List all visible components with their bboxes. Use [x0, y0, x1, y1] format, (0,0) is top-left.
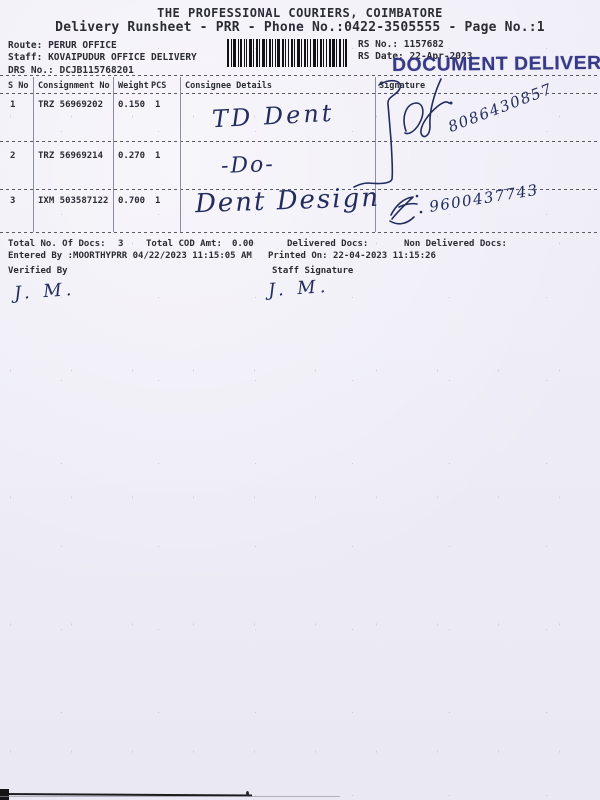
rs-number-label: RS No.: [358, 39, 399, 50]
row3-phone-handwriting: 9600437743 [428, 180, 540, 216]
col-header-consignee: Consignee Details [185, 81, 272, 91]
row3-s-no: 3 [10, 196, 16, 206]
row1-phone-handwriting: 8086430857 [445, 79, 556, 136]
staff-value: KOVAIPUDUR OFFICE DELIVERY [48, 52, 197, 63]
row3-signature-dot [419, 210, 423, 214]
total-docs-value: 3 [118, 239, 124, 249]
drs-number-value: DCJB115768201 [59, 65, 134, 76]
rs-date-line: RS Date: 22-Apr-2023 [358, 51, 472, 62]
row1-pcs: 1 [155, 100, 161, 110]
divider [0, 93, 600, 95]
company-title: THE PROFESSIONAL COURIERS, COIMBATORE [157, 6, 443, 20]
cod-amount-value: 0.00 [232, 239, 254, 249]
scan-corner-artifact [0, 789, 9, 800]
divider [0, 75, 600, 77]
drs-line: DRS No.: DCJB115768201 [8, 65, 134, 76]
col-header-s-no: S No [8, 81, 29, 91]
rs-number-line: RS No.: 1157682 [358, 39, 444, 50]
non-delivered-docs-label: Non Delivered Docs: [404, 239, 507, 249]
column-line [180, 77, 181, 232]
row3-signature-dot [415, 194, 419, 198]
barcode [227, 39, 347, 67]
row2-s-no: 2 [10, 151, 16, 161]
verified-by-initials-handwriting: J. M. [13, 278, 77, 305]
route-label: Route: [8, 40, 43, 51]
document-delivery-stamp: DOCUMENT DELIVERY [392, 52, 600, 76]
row1-weight: 0.150 [118, 100, 146, 110]
runsheet-subtitle: Delivery Runsheet - PRR - Phone No.:0422… [55, 20, 545, 35]
row3-weight: 0.700 [118, 196, 146, 206]
col-header-signature: Signature [379, 81, 426, 91]
col-header-consignment: Consignment No [38, 81, 110, 91]
scan-faint-line [0, 796, 340, 797]
drs-number-label: DRS No.: [8, 65, 54, 76]
divider [0, 189, 600, 191]
column-line [113, 77, 114, 232]
row1-s-no: 1 [10, 100, 16, 110]
divider [0, 232, 600, 234]
row1-signature-scribble [403, 102, 424, 135]
row3-signature-scribble [398, 202, 418, 208]
route-value: PERUR OFFICE [48, 40, 117, 51]
row3-consignee-handwriting: Dent Design [194, 182, 381, 220]
column-line [33, 77, 34, 232]
staff-line: Staff: KOVAIPUDUR OFFICE DELIVERY [8, 52, 197, 63]
route-line: Route: PERUR OFFICE [8, 40, 117, 51]
cod-amount-label: Total COD Amt: [146, 239, 222, 249]
row2-weight: 0.270 [118, 151, 146, 161]
divider [0, 141, 600, 143]
scan-ink-dot [246, 791, 249, 796]
row2-pcs: 1 [155, 151, 161, 161]
col-header-weight: Weight [118, 81, 149, 91]
row2-consignment-no: TRZ 56969214 [38, 151, 104, 161]
staff-signature-label: Staff Signature [272, 266, 354, 276]
rs-date-value: 22-Apr-2023 [409, 51, 473, 62]
staff-label: Staff: [8, 52, 43, 63]
row1-consignment-no: TRZ 56969202 [38, 100, 104, 110]
staff-initials-handwriting: J. M. [267, 275, 331, 302]
delivered-docs-label: Delivered Docs: [287, 239, 369, 249]
row3-signature-underline [389, 216, 415, 225]
row1-consignee-handwriting: TD Dent [211, 98, 336, 134]
rs-number-value: 1157682 [403, 39, 444, 50]
printed-on-line: Printed On: 22-04-2023 11:15:26 [268, 251, 436, 261]
row3-signature-scribble [390, 196, 414, 220]
col-header-pcs: PCS [151, 81, 167, 91]
total-docs-label: Total No. Of Docs: [8, 239, 106, 249]
row1-signature-scribble [420, 78, 450, 138]
entered-by-line: Entered By :MOORTHYPRR 04/22/2023 11:15:… [8, 251, 252, 261]
row2-consignee-handwriting: -Do- [220, 152, 276, 179]
signature-brace-stroke [353, 79, 402, 188]
row1-signature-dot [449, 101, 453, 105]
row3-consignment-no: IXM 503587122 [38, 196, 109, 206]
row3-pcs: 1 [155, 196, 161, 206]
verified-by-label: Verified By [8, 266, 68, 276]
rs-date-label: RS Date: [358, 51, 404, 62]
